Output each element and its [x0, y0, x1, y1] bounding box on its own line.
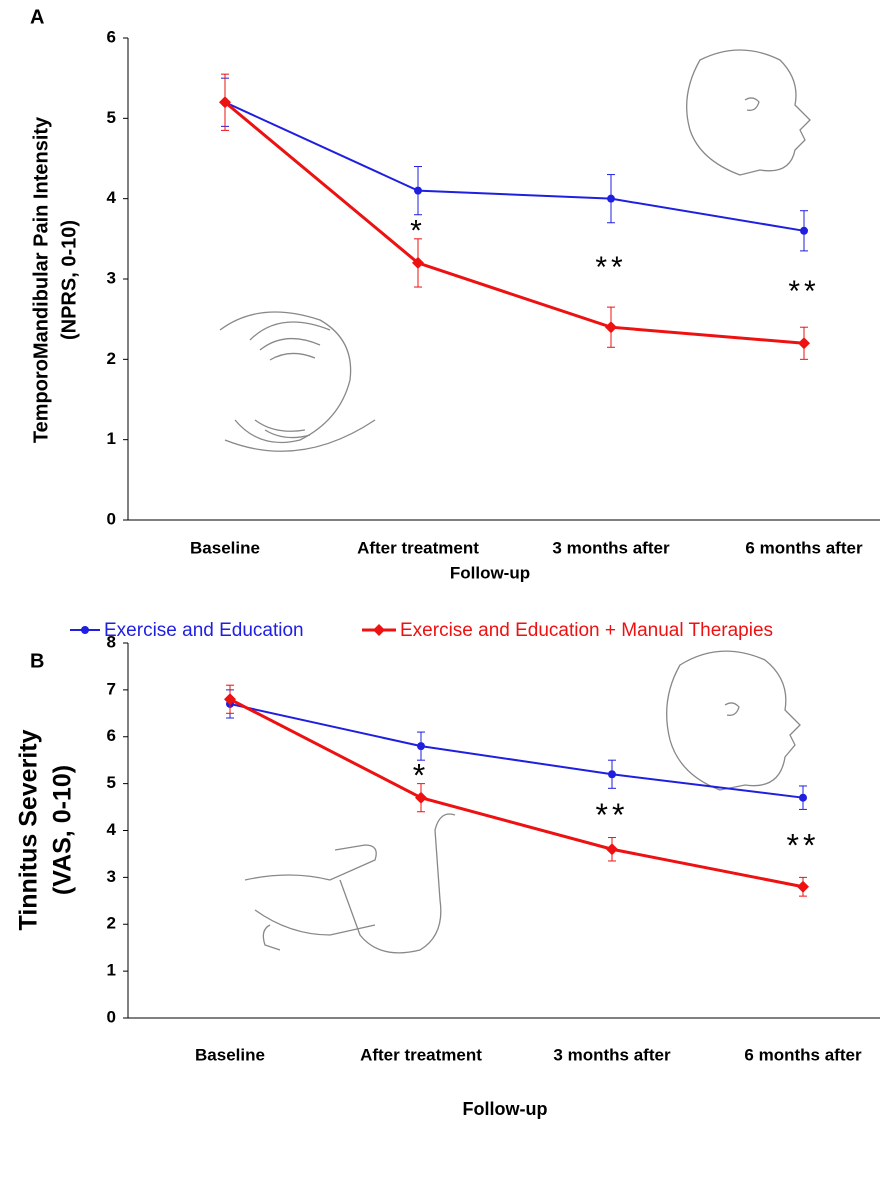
page: {"chart_data": [ {"type": "line", "panel… — [0, 0, 891, 1183]
marker — [607, 195, 615, 203]
y-tick-label: 5 — [107, 773, 116, 792]
series-line — [230, 704, 803, 798]
legend-marker — [81, 626, 89, 634]
y-tick-label: 3 — [107, 268, 116, 287]
y-tick-label: 7 — [107, 679, 116, 698]
series-line — [230, 699, 803, 887]
x-tick-label: After treatment — [357, 538, 479, 557]
y-tick-label: 8 — [107, 632, 116, 651]
illustration-head-a — [687, 50, 810, 175]
y-tick-label: 0 — [107, 509, 116, 528]
marker — [414, 187, 422, 195]
illustration-face-a — [220, 312, 375, 451]
marker — [608, 770, 616, 778]
significance-mark: ** — [787, 828, 820, 864]
y-tick-label: 4 — [107, 188, 117, 207]
x-tick-label: Baseline — [195, 1045, 265, 1064]
marker — [224, 693, 236, 705]
legend-label: Exercise and Education + Manual Therapie… — [400, 620, 773, 641]
significance-mark: ** — [596, 797, 629, 833]
series-line — [225, 102, 804, 231]
y-tick-label: 6 — [107, 726, 116, 745]
panel-label: A — [30, 6, 44, 28]
y-tick-label: 2 — [107, 914, 116, 933]
y-tick-label: 3 — [107, 867, 116, 886]
legend-label: Exercise and Education — [104, 620, 304, 641]
y-tick-label: 5 — [107, 108, 116, 127]
marker — [797, 881, 809, 893]
legend: Exercise and Education Exercise and Educ… — [70, 620, 773, 641]
y-tick-label: 6 — [107, 27, 116, 46]
legend-marker — [373, 624, 385, 636]
x-tick-label: 6 months after — [745, 538, 863, 557]
x-tick-label: 3 months after — [552, 538, 670, 557]
x-tick-label: 6 months after — [744, 1045, 862, 1064]
series-line — [225, 102, 804, 343]
marker — [800, 227, 808, 235]
marker — [417, 742, 425, 750]
y-axis-title: (NPRS, 0-10) — [58, 220, 80, 340]
x-axis-title: Follow-up — [450, 563, 530, 582]
illustration-head-b — [667, 651, 800, 790]
significance-mark: ** — [788, 275, 819, 308]
marker — [606, 843, 618, 855]
significance-mark: ** — [595, 251, 626, 284]
y-axis-title: TemporoMandibular Pain Intensity — [30, 116, 52, 443]
y-tick-label: 4 — [107, 820, 117, 839]
y-tick-label: 1 — [107, 961, 116, 980]
x-tick-label: After treatment — [360, 1045, 482, 1064]
figure: Exercise and Education Exercise and Educ… — [0, 0, 891, 1183]
y-tick-label: 1 — [107, 429, 116, 448]
x-axis-title: Follow-up — [463, 1099, 548, 1119]
marker — [799, 794, 807, 802]
x-tick-label: 3 months after — [553, 1045, 671, 1064]
y-axis-title: (VAS, 0-10) — [49, 765, 77, 895]
y-tick-label: 2 — [107, 349, 116, 368]
y-tick-label: 0 — [107, 1007, 116, 1026]
illustration-hands-b — [245, 814, 455, 953]
y-axis-title: Tinnitus Severity — [15, 729, 43, 930]
marker — [605, 321, 617, 333]
marker — [798, 337, 810, 349]
x-tick-label: Baseline — [190, 538, 260, 557]
significance-mark: * — [413, 757, 429, 793]
panel-label: B — [30, 650, 44, 672]
marker — [415, 792, 427, 804]
significance-mark: * — [410, 215, 426, 248]
